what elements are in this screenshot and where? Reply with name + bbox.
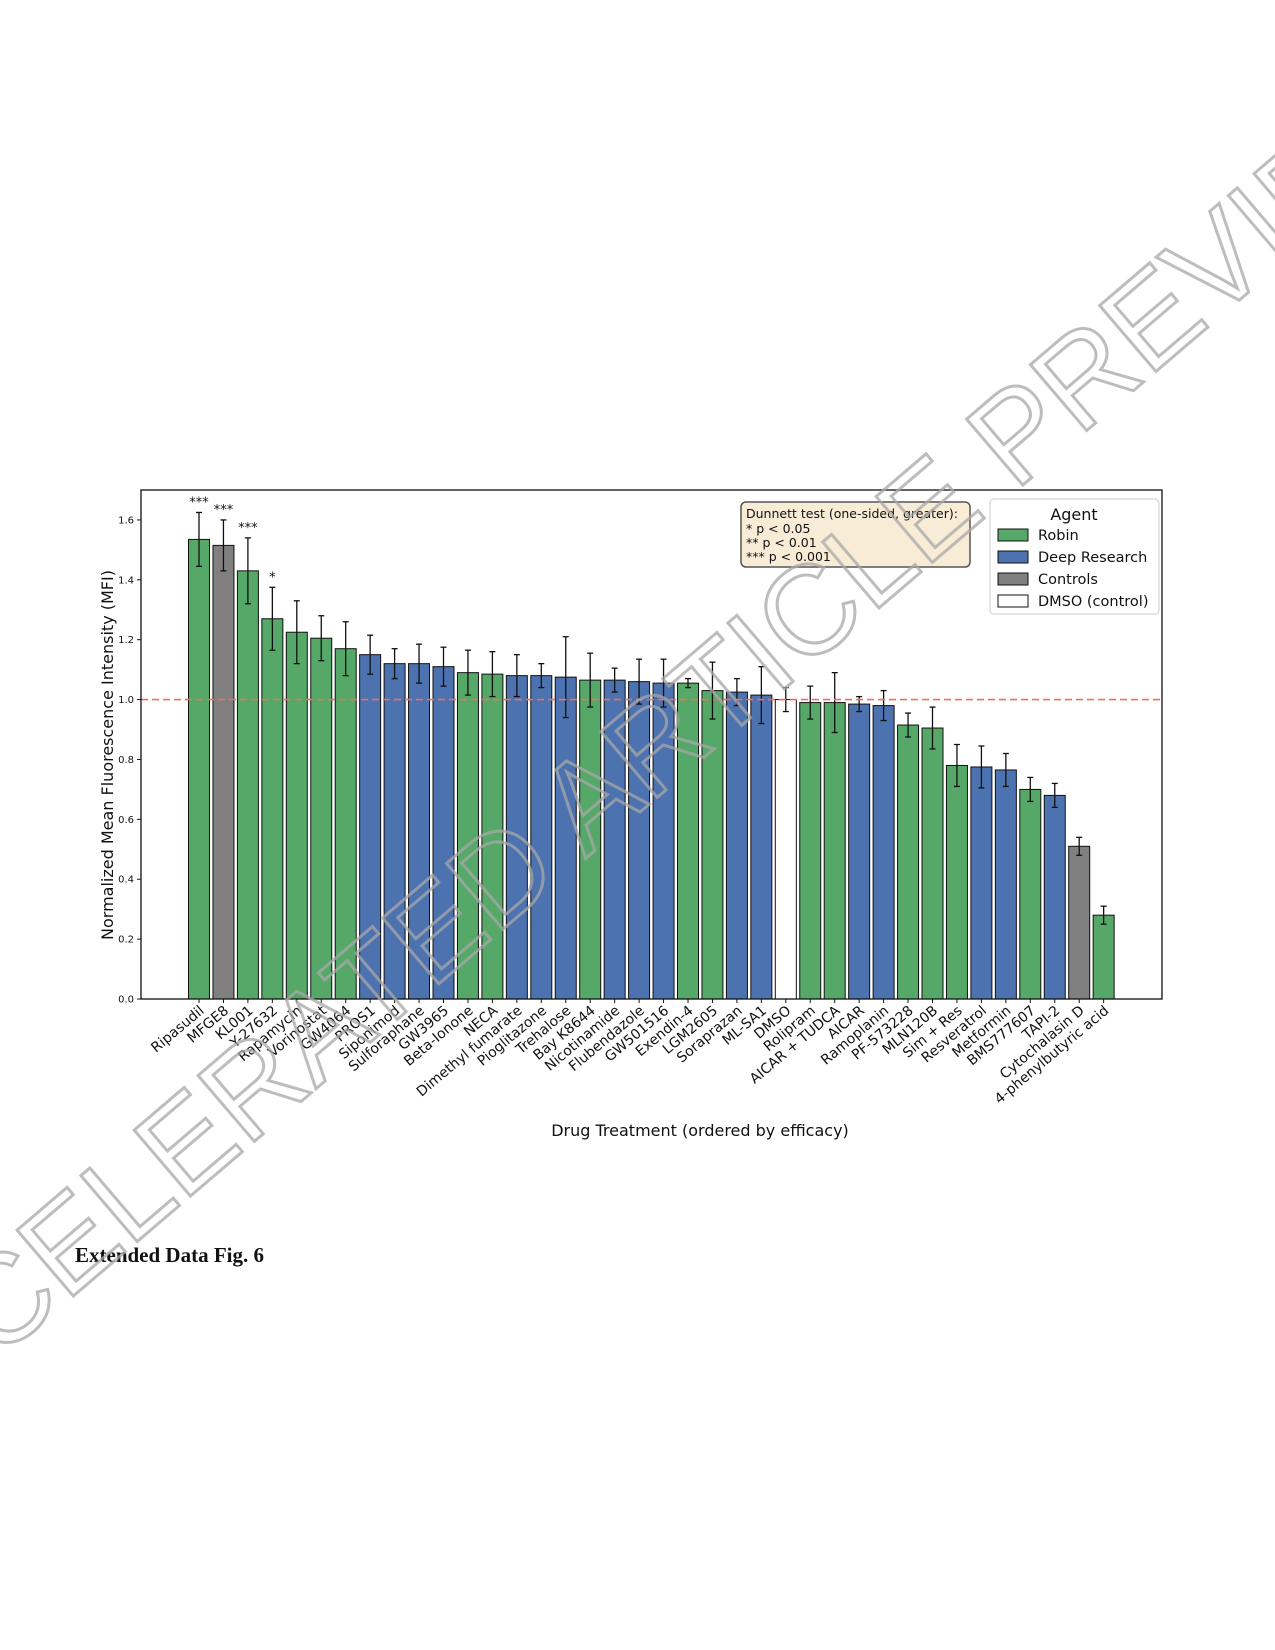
bar (505, 675, 528, 1000)
significance-marker: *** (189, 495, 209, 510)
bar (285, 631, 308, 1000)
legend-swatch-controls (997, 572, 1029, 586)
significance-markers: *** ******* (189, 495, 276, 585)
legend-label-deep-research: Deep Research (1038, 550, 1147, 566)
legend-label-robin: Robin (1038, 528, 1079, 544)
significance-marker: * (269, 570, 276, 585)
annotation-line: * p < 0.05 (746, 521, 810, 536)
bar (897, 724, 920, 1000)
bar (652, 682, 675, 1000)
bar (725, 691, 748, 1000)
bar (750, 694, 773, 1000)
legend-swatch-robin (997, 528, 1029, 542)
x-axis-label: Drug Treatment (ordered by efficacy) (551, 1121, 849, 1140)
bar (921, 727, 944, 1000)
significance-marker: *** (214, 503, 234, 518)
legend-title: Agent (1050, 505, 1097, 524)
y-tick-label: 1.2 (118, 635, 134, 646)
bar (359, 654, 382, 1000)
y-tick-label: 1.6 (118, 515, 134, 526)
bar (383, 663, 406, 1000)
y-tick-label: 0.0 (118, 995, 134, 1006)
x-tick-labels: RipasudilMFGE8KL001Y-27632RapamycinVorin… (148, 999, 1112, 1107)
bar (603, 679, 626, 1000)
bar (994, 769, 1017, 1000)
bar (945, 764, 968, 1000)
plot-frame (140, 489, 1163, 1000)
bar (236, 570, 259, 1000)
bar (310, 637, 333, 1000)
bar (701, 690, 724, 1000)
bar (872, 705, 895, 1000)
legend-label-dmso: DMSO (control) (1038, 594, 1148, 610)
bar (1068, 845, 1091, 1000)
annotation-line: ** p < 0.01 (746, 535, 817, 550)
bar (432, 666, 455, 1000)
y-axis-label: Normalized Mean Fluorescence Intensity (… (98, 570, 117, 940)
bar (1019, 788, 1042, 1000)
error-bars (141, 511, 1162, 925)
bar (188, 538, 210, 1000)
bar (823, 702, 846, 1000)
bar (456, 672, 479, 1000)
y-tick-label: 0.2 (118, 935, 134, 946)
bars (188, 538, 1115, 1000)
bar (212, 544, 235, 1000)
bar (1043, 794, 1066, 1000)
dunnett-annotation: Dunnett test (one-sided, greater): * p <… (740, 501, 971, 568)
bar (774, 699, 797, 1000)
bar (970, 766, 993, 1000)
legend: Agent Robin Deep Research Controls DMSO … (989, 498, 1160, 615)
figure-caption: Extended Data Fig. 6 (75, 1243, 264, 1267)
y-tick-label: 0.4 (118, 875, 134, 886)
annotation-line: *** p < 0.001 (746, 549, 831, 564)
bar (481, 673, 504, 1000)
legend-swatch-deep-research (997, 550, 1029, 564)
bar (579, 679, 602, 1000)
bar (677, 682, 699, 1000)
bar (334, 648, 357, 1000)
y-tick-label: 1.0 (118, 695, 134, 706)
bar (848, 703, 871, 1000)
bar (530, 675, 553, 1000)
y-tick-label: 0.8 (118, 755, 134, 766)
annotation-line: Dunnett test (one-sided, greater): (746, 506, 958, 521)
legend-swatch-dmso (997, 594, 1029, 608)
bar (261, 618, 284, 1000)
axes: 0.0 0.2 0.4 0.6 0.8 1.0 1.2 1.4 1.6 (118, 489, 1163, 1006)
bar (1092, 914, 1115, 1000)
legend-label-controls: Controls (1038, 572, 1098, 588)
significance-marker: *** (238, 521, 258, 536)
bar (554, 676, 577, 1000)
bar (799, 702, 822, 1000)
bar (408, 663, 431, 1000)
bar (628, 681, 651, 1000)
y-tick-label: 1.4 (118, 575, 134, 586)
y-tick-label: 0.6 (118, 815, 134, 826)
